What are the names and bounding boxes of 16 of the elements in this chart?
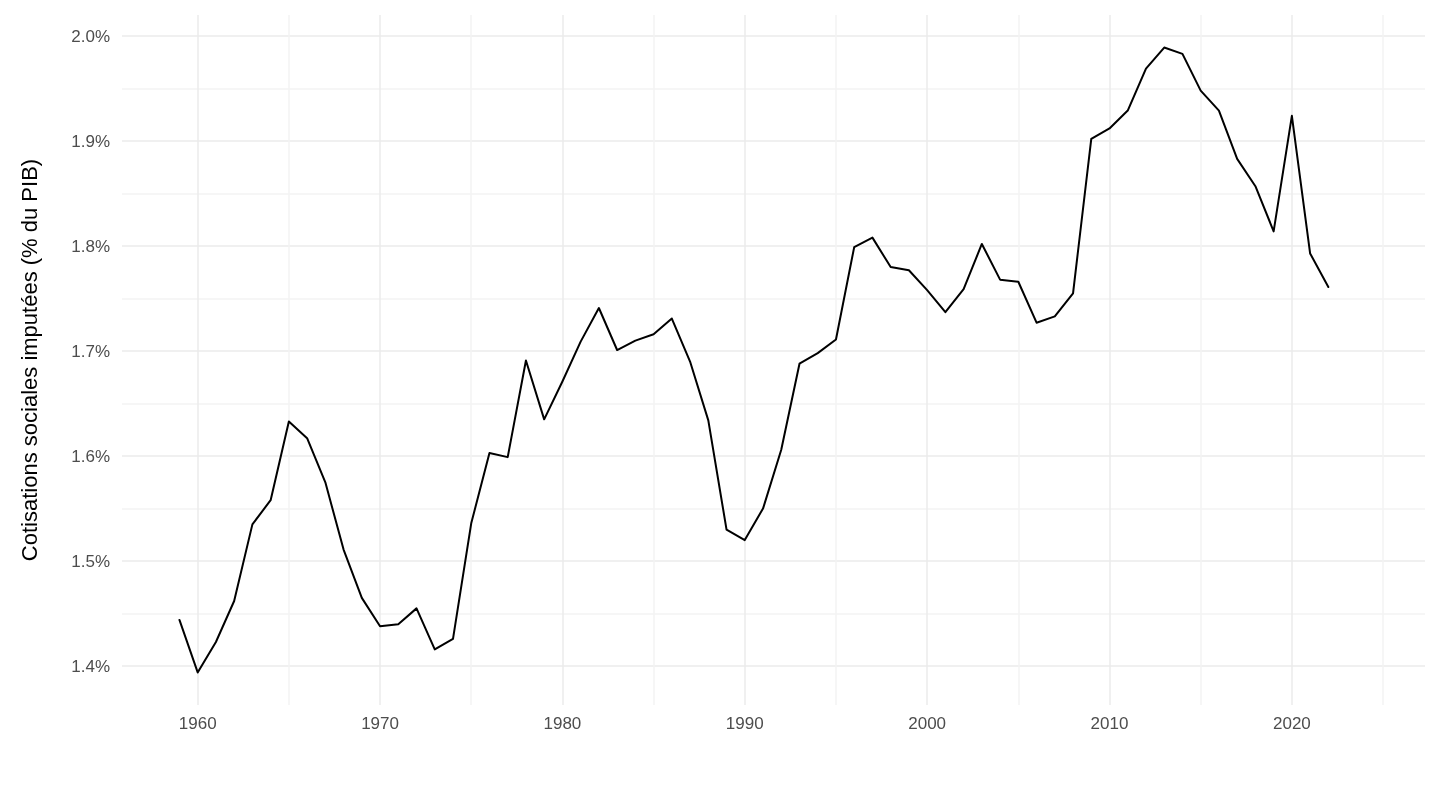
- y-tick-label: 1.5%: [71, 551, 110, 571]
- y-tick-label: 2.0%: [71, 26, 110, 46]
- y-tick-label: 1.8%: [71, 236, 110, 256]
- x-tick-label: 2010: [1090, 714, 1129, 733]
- x-tick-label: 2000: [908, 714, 947, 733]
- y-tick-label: 1.6%: [71, 446, 110, 466]
- y-tick-label: 1.9%: [71, 131, 110, 151]
- x-tick-label: 2020: [1272, 714, 1311, 733]
- y-tick-label: 1.7%: [71, 341, 110, 361]
- line-series: [178, 46, 1330, 674]
- x-tick-label: 1990: [725, 714, 764, 733]
- y-axis-title: Cotisations sociales imputées (% du PIB): [16, 158, 42, 562]
- y-tick-label: 1.4%: [71, 656, 110, 676]
- x-tick-label: 1980: [543, 714, 582, 733]
- x-tick-label: 1960: [178, 714, 217, 733]
- x-tick-label: 1970: [361, 714, 399, 733]
